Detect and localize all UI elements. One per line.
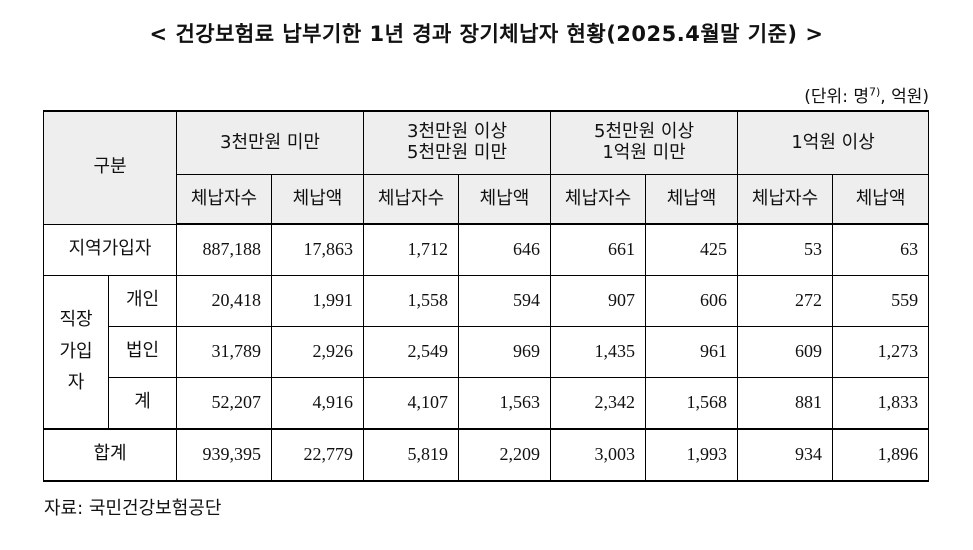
cell: 1,273 [832, 325, 930, 378]
header-group-4-line1: 1억원 이상 [791, 131, 875, 153]
header-amount: 체납액 [832, 174, 930, 225]
cell: 2,549 [363, 325, 460, 378]
table-row-regional: 지역가입자 887,188 17,863 1,712 646 661 425 5… [43, 223, 930, 276]
header-group-3-line2: 1억원 미만 [602, 142, 686, 163]
header-count: 체납자수 [737, 174, 834, 225]
cell: 881 [737, 376, 834, 429]
cell: 887,188 [176, 223, 272, 276]
workplace-label-line2: 가입 [59, 340, 93, 362]
table-row-corporate: 법인 31,789 2,926 2,549 969 1,435 961 609 … [44, 325, 930, 378]
header-amount: 체납액 [645, 174, 739, 225]
cell: 5,819 [363, 427, 460, 482]
cell: 3,003 [550, 427, 647, 482]
header-group-2-line1: 3천만원 이상 [407, 121, 508, 143]
cell: 272 [737, 274, 834, 327]
cell: 661 [550, 223, 647, 276]
workplace-label-line1: 직장 [59, 309, 93, 331]
header-count: 체납자수 [363, 174, 460, 225]
cell: 2,209 [458, 427, 552, 482]
table-row-total: 합계 939,395 22,779 5,819 2,209 3,003 1,99… [43, 427, 930, 482]
footnote-marker: 7) [868, 85, 881, 99]
row-label-workplace: 직장 가입 자 [43, 274, 109, 429]
header-count: 체납자수 [176, 174, 272, 225]
row-label-total: 합계 [43, 427, 177, 482]
header-amount: 체납액 [270, 174, 365, 225]
cell: 1,558 [363, 274, 460, 327]
table-row-subtotal: 계 52,207 4,916 4,107 1,563 2,342 1,568 8… [44, 376, 930, 429]
cell: 1,568 [645, 376, 739, 429]
cell: 4,107 [363, 376, 460, 429]
unit-suffix: , 억원) [880, 87, 929, 107]
cell: 559 [832, 274, 930, 327]
cell: 1,435 [550, 325, 647, 378]
header-gubun: 구분 [43, 110, 177, 225]
header-group-1-line1: 3천만원 미만 [220, 131, 320, 153]
cell: 53 [737, 223, 834, 276]
row-label-regional: 지역가입자 [43, 223, 177, 276]
header-group-2-line2: 5천만원 미만 [407, 142, 508, 163]
cell: 4,916 [270, 376, 365, 429]
header-group-3: 5천만원 이상 1억원 미만 [550, 110, 739, 175]
row-label-subtotal: 계 [108, 376, 177, 429]
cell: 1,993 [645, 427, 739, 482]
row-label-individual: 개인 [108, 274, 177, 327]
cell: 1,712 [363, 223, 460, 276]
unit-prefix: (단위: 명 [804, 87, 869, 107]
cell: 594 [458, 274, 552, 327]
workplace-label-line3: 자 [67, 372, 85, 394]
cell: 20,418 [176, 274, 272, 327]
cell: 646 [458, 223, 552, 276]
header-group-4: 1억원 이상 [737, 110, 930, 175]
header-group-1: 3천만원 미만 [175, 110, 365, 175]
cell: 1,563 [458, 376, 552, 429]
table-row-individual: 직장 가입 자 개인 20,418 1,991 1,558 594 907 60… [43, 274, 930, 429]
row-label-corporate: 법인 [108, 325, 177, 378]
header-row-groups: 구분 3천만원 미만 3천만원 이상 5천만원 미만 5천만원 이상 1억원 미… [43, 110, 930, 225]
cell: 907 [550, 274, 647, 327]
cell: 2,342 [550, 376, 647, 429]
cell: 17,863 [270, 223, 365, 276]
cell: 1,896 [832, 427, 930, 482]
unit-note: (단위: 명7), 억원) [804, 82, 929, 107]
source-note: 자료: 국민건강보험공단 [44, 498, 222, 519]
cell: 2,926 [270, 325, 365, 378]
cell: 63 [832, 223, 930, 276]
page-title: < 건강보험료 납부기한 1년 경과 장기체납자 현황(2025.4월말 기준)… [149, 22, 824, 46]
delinquency-table: 구분 3천만원 미만 3천만원 이상 5천만원 미만 5천만원 이상 1억원 미… [43, 110, 930, 482]
cell: 52,207 [176, 376, 272, 429]
header-group-2: 3천만원 이상 5천만원 미만 [363, 110, 552, 175]
cell: 1,991 [270, 274, 365, 327]
cell: 1,833 [832, 376, 930, 429]
header-group-3-line1: 5천만원 이상 [594, 121, 695, 143]
cell: 606 [645, 274, 739, 327]
header-row-sub: 체납자수 체납액 체납자수 체납액 체납자수 체납액 체납자수 체납액 [44, 174, 930, 225]
cell: 22,779 [270, 427, 365, 482]
cell: 934 [737, 427, 834, 482]
cell: 609 [737, 325, 834, 378]
header-count: 체납자수 [550, 174, 647, 225]
header-amount: 체납액 [458, 174, 552, 225]
cell: 961 [645, 325, 739, 378]
cell: 31,789 [176, 325, 272, 378]
cell: 969 [458, 325, 552, 378]
cell: 939,395 [176, 427, 272, 482]
cell: 425 [645, 223, 739, 276]
